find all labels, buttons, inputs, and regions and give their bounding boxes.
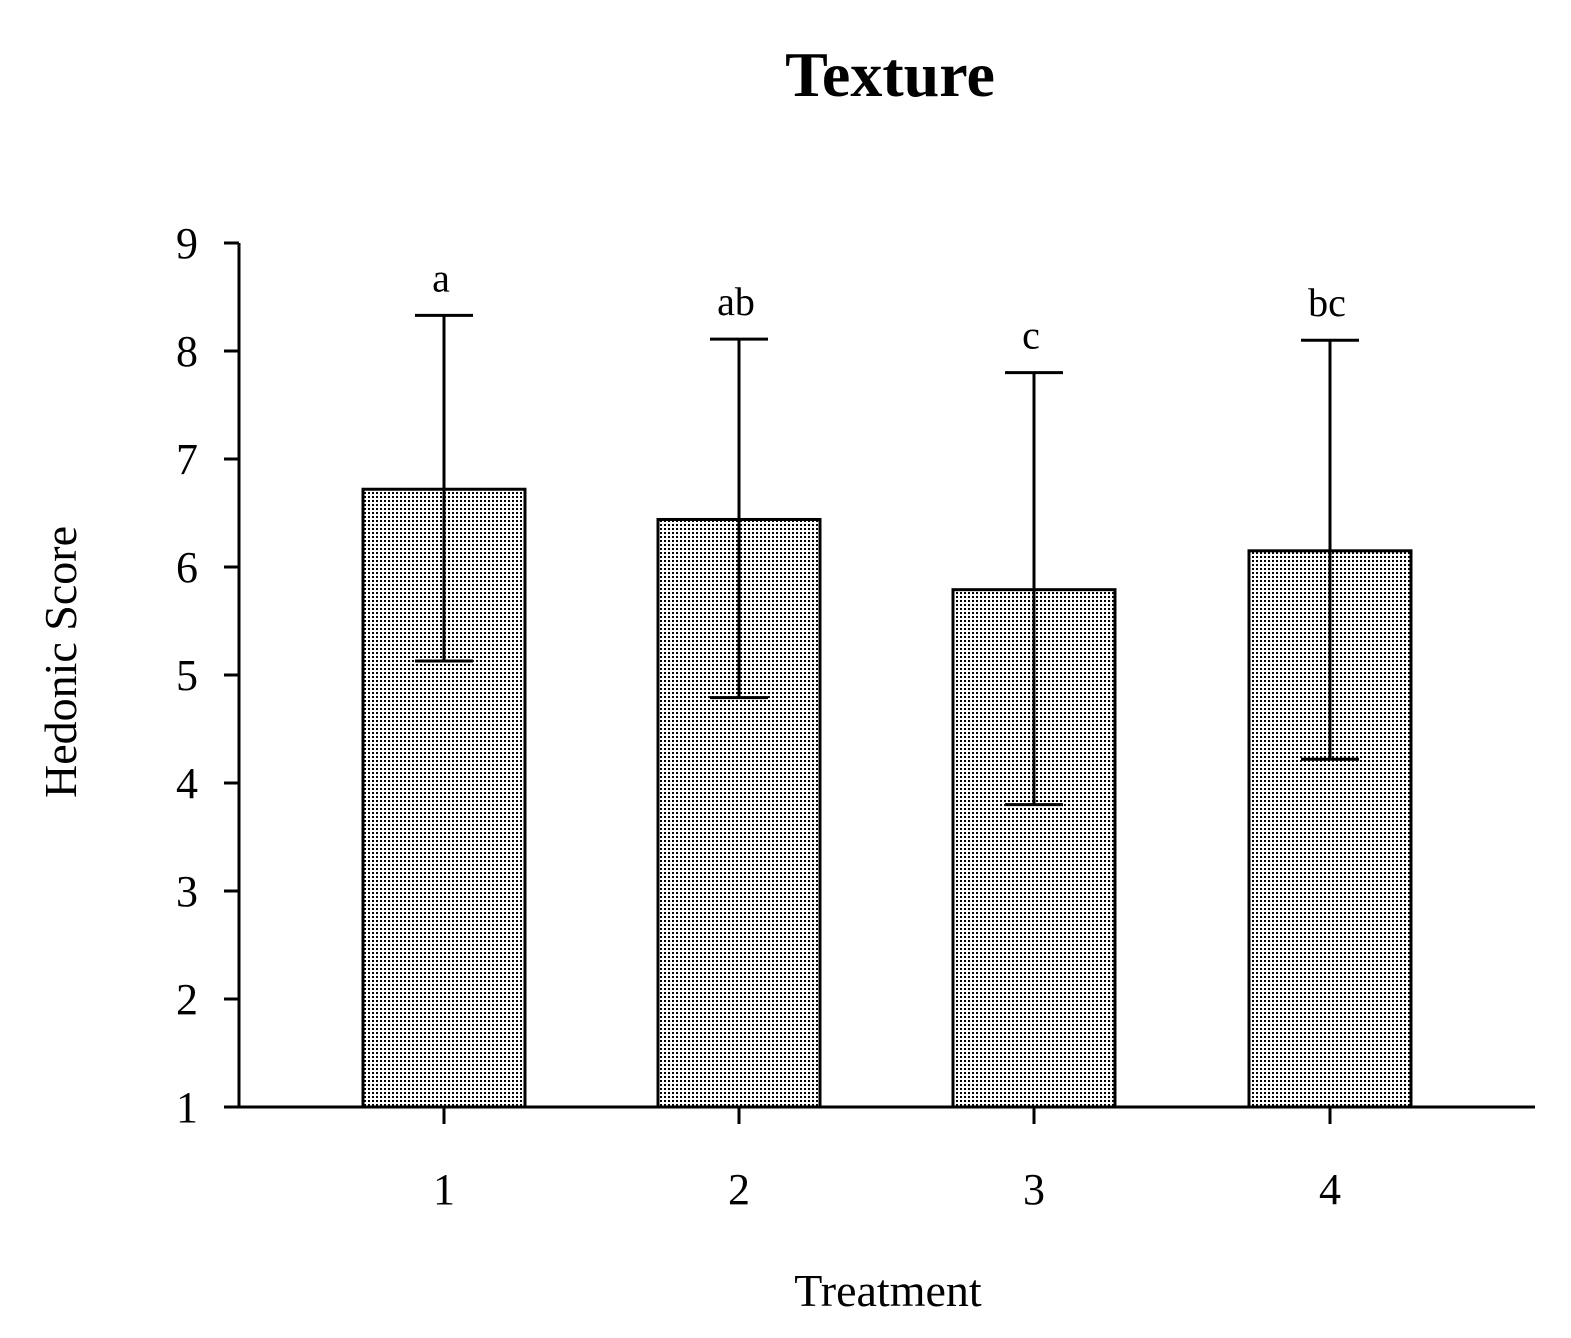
x-tick-label-4: 4 <box>1319 1165 1341 1214</box>
y-tick-label-7: 7 <box>176 435 198 484</box>
chart-title: Texture <box>785 39 995 110</box>
y-axis-ticks: 1 2 3 4 5 6 7 8 9 <box>176 219 239 1132</box>
x-tick-label-1: 1 <box>433 1165 455 1214</box>
significance-label-4: bc <box>1308 280 1346 325</box>
significance-label-2: ab <box>717 279 755 324</box>
y-tick-label-5: 5 <box>176 651 198 700</box>
x-tick-label-3: 3 <box>1023 1165 1045 1214</box>
y-tick-label-6: 6 <box>176 543 198 592</box>
significance-label-3: c <box>1022 313 1040 358</box>
y-axis-label: Hedonic Score <box>35 526 86 798</box>
y-tick-label-9: 9 <box>176 219 198 268</box>
x-axis-label: Treatment <box>794 1265 982 1316</box>
x-axis-ticks: 1 2 3 4 <box>433 1107 1341 1214</box>
significance-label-1: a <box>432 255 450 300</box>
y-tick-label-3: 3 <box>176 867 198 916</box>
y-tick-label-8: 8 <box>176 327 198 376</box>
y-tick-label-4: 4 <box>176 759 198 808</box>
x-tick-label-2: 2 <box>728 1165 750 1214</box>
y-tick-label-2: 2 <box>176 975 198 1024</box>
chart-marks: a ab c bc <box>361 255 1413 1109</box>
y-tick-label-1: 1 <box>176 1083 198 1132</box>
